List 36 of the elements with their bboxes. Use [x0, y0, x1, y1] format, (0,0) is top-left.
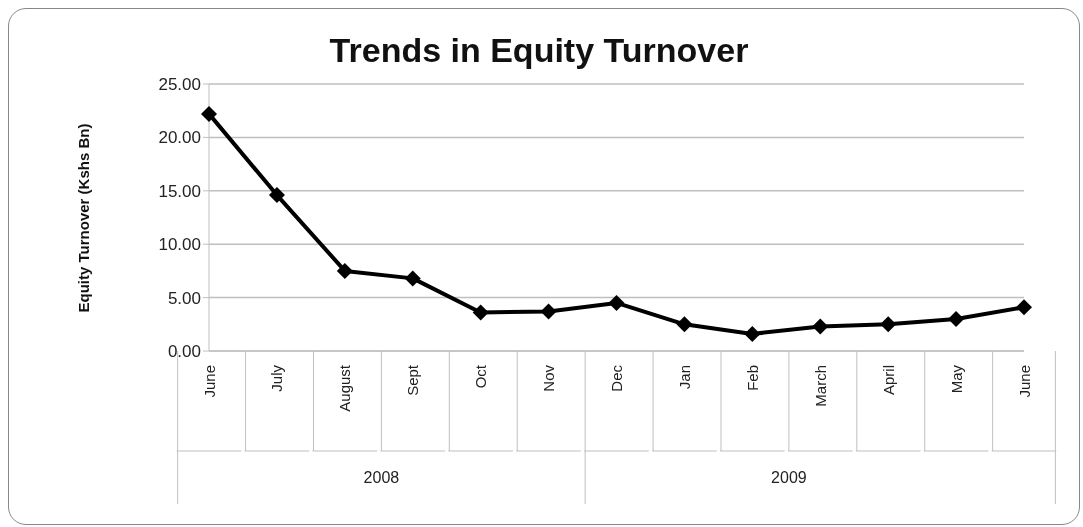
- point: [336, 262, 353, 279]
- y-tick-label: 5.00: [167, 288, 201, 308]
- text: 2009: [771, 469, 807, 486]
- y-tick-label: 10.00: [158, 235, 201, 255]
- chart-title: Trends in Equity Turnover: [328, 31, 750, 70]
- y-axis-title: Equity Turnover (Kshs Bn): [75, 123, 93, 313]
- point: [1016, 299, 1032, 316]
- point: [812, 318, 829, 335]
- y-tick-label: 0.00: [167, 342, 201, 362]
- x-tick-label: April: [879, 365, 897, 396]
- y-tick-label: 25.00: [158, 75, 201, 95]
- x-tick-label: June: [1015, 365, 1033, 398]
- x-tick-label: Nov: [540, 364, 558, 392]
- x-tick-label: March: [811, 365, 829, 407]
- point: [608, 294, 625, 311]
- x-tick-label: Jan: [675, 365, 693, 390]
- x-tick-label: Feb: [743, 365, 761, 391]
- x-tick-label: July: [268, 364, 286, 392]
- x-tick-label: Oct: [472, 364, 490, 389]
- point: [201, 105, 217, 122]
- y-tick-label: 15.00: [158, 181, 201, 201]
- x-tick-label: August: [336, 364, 354, 412]
- point: [744, 325, 761, 342]
- point: [268, 187, 285, 204]
- y-tick-label: 20.00: [158, 128, 201, 148]
- point: [404, 270, 421, 287]
- point: [880, 316, 897, 333]
- point: [540, 303, 557, 320]
- point: [472, 304, 489, 321]
- x-tick-label: May: [947, 364, 965, 394]
- point: [948, 310, 965, 327]
- text: 2008: [363, 469, 400, 486]
- x-tick-label: Sept: [404, 364, 422, 396]
- x-tick-label: Dec: [608, 364, 625, 392]
- x-tick-label: June: [200, 365, 218, 398]
- point: [676, 316, 693, 333]
